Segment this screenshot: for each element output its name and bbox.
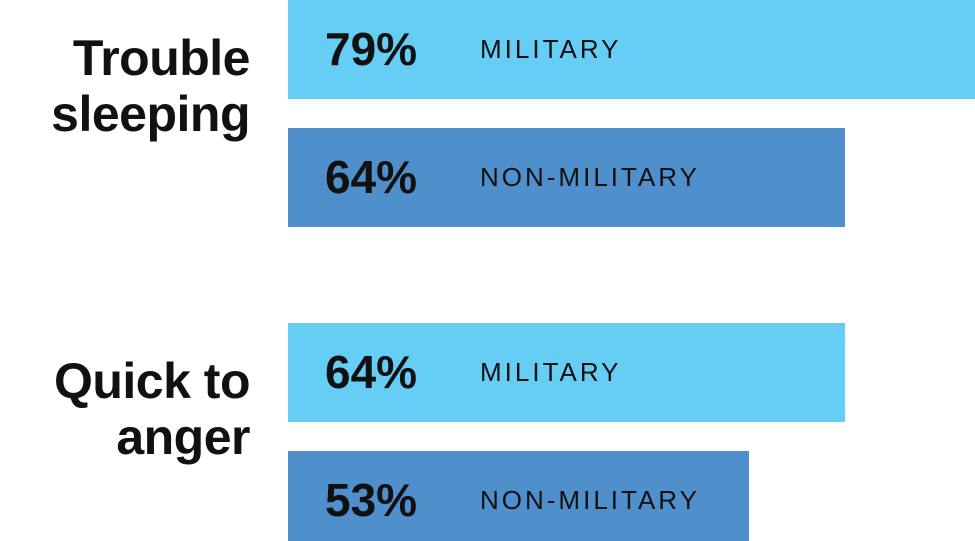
value-label: 64% bbox=[325, 151, 418, 203]
bar bbox=[288, 451, 750, 541]
category-label: Quick to anger bbox=[53, 353, 251, 465]
value-label: 64% bbox=[325, 346, 418, 398]
bar bbox=[288, 323, 845, 422]
series-label: MILITARY bbox=[480, 357, 622, 387]
value-label: 79% bbox=[325, 23, 418, 75]
series-label: MILITARY bbox=[480, 34, 622, 64]
bar bbox=[288, 0, 975, 99]
category-label: Trouble sleeping bbox=[51, 30, 250, 142]
series-label: NON-MILITARY bbox=[480, 485, 700, 515]
series-label: NON-MILITARY bbox=[480, 162, 700, 192]
bar bbox=[288, 128, 845, 227]
value-label: 53% bbox=[325, 474, 418, 526]
